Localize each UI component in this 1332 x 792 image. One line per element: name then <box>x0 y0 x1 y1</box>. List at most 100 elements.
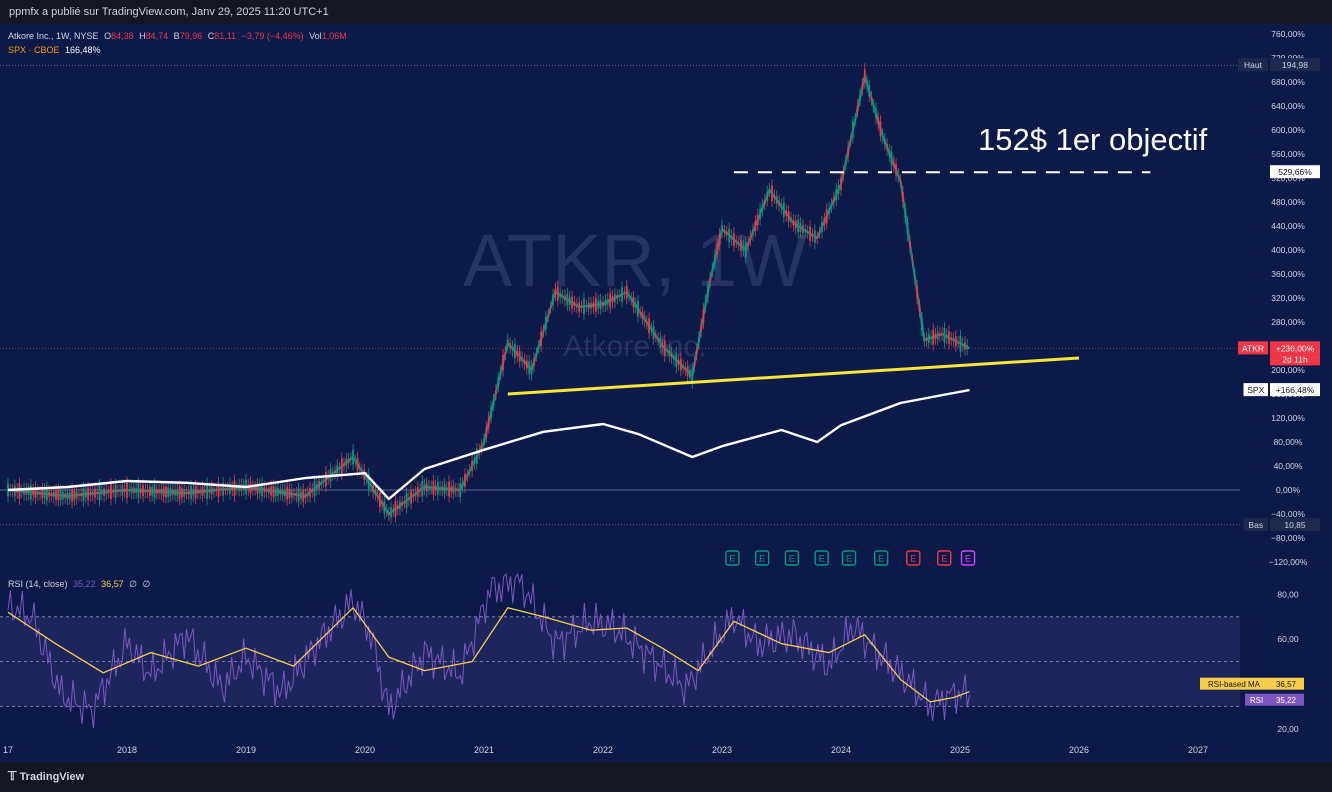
atkr-candle-body <box>20 490 23 493</box>
atkr-candle-body <box>110 484 112 499</box>
atkr-candle-body <box>932 329 935 345</box>
atkr-candle-body <box>272 485 275 497</box>
atkr-candle-body <box>439 486 442 490</box>
atkr-candle-body <box>261 482 263 497</box>
earnings-marker <box>814 550 829 566</box>
atkr-candle-body <box>792 220 795 226</box>
x-tick-label: 17 <box>3 745 13 755</box>
atkr-candle-body <box>540 331 543 346</box>
atkr-candle-body <box>190 486 192 499</box>
atkr-candle-body <box>263 487 266 493</box>
atkr-candle-body <box>139 488 142 494</box>
atkr-candle-body <box>306 492 309 497</box>
atkr-candle-body <box>396 505 399 509</box>
earnings-marker <box>754 550 770 566</box>
atkr-candle-body <box>137 483 140 498</box>
spx-tag-label-bg <box>1243 383 1268 397</box>
atkr-candle-body <box>966 344 969 350</box>
atkr-candle-body <box>254 487 257 490</box>
rsi-y-tick-label: 20,00 <box>1277 724 1299 734</box>
atkr-candle-body <box>130 487 133 494</box>
atkr-candle-body <box>428 485 430 489</box>
atkr-candle-body <box>473 458 476 464</box>
atkr-candle-body <box>934 333 937 339</box>
atkr-candle-body <box>888 149 891 156</box>
atkr-candle-body <box>504 351 507 355</box>
atkr-candle-body <box>566 293 569 306</box>
atkr-candle-body <box>578 302 581 312</box>
main-chart[interactable]: ATKR, 1W Atkore Inc. 152$ 1er objectif 7… <box>0 24 1332 570</box>
y-tick-label: 600,00% <box>1271 125 1305 135</box>
atkr-candle-body <box>695 349 698 355</box>
atkr-candle-body <box>775 196 778 204</box>
chart-frame[interactable]: ATKR, 1W Atkore Inc. 152$ 1er objectif 7… <box>0 24 1332 762</box>
earnings-marker-label: E <box>759 554 765 564</box>
earnings-marker-label: E <box>965 554 971 564</box>
atkr-candle-body <box>913 274 916 279</box>
atkr-candle-body <box>419 489 421 492</box>
atkr-candle-body <box>318 480 320 489</box>
atkr-candle-body <box>943 328 946 343</box>
atkr-candle-body <box>881 134 884 138</box>
atkr-candle-body <box>235 487 238 489</box>
atkr-candle-body <box>630 298 633 300</box>
legend-b-label: B <box>173 31 180 41</box>
haut-tag-value: 194,98 <box>1282 60 1308 70</box>
atkr-candle-body <box>684 368 687 370</box>
atkr-candle-body <box>842 171 845 176</box>
atkr-candle-body <box>499 371 502 374</box>
atkr-candle-body <box>537 345 540 348</box>
atkr-candle-body <box>954 336 957 347</box>
atkr-candle-body <box>105 490 108 494</box>
atkr-candle-body <box>921 317 923 331</box>
atkr-candle-body <box>215 489 218 491</box>
atkr-candle-body <box>939 333 941 337</box>
atkr-candle-body <box>27 489 30 495</box>
atkr-candle-body <box>64 493 67 499</box>
atkr-candle-body <box>668 349 671 357</box>
time-axis[interactable]: 17 2018 2019 2020 2021 2022 2023 2024 2025 2026 20… <box>0 740 1332 762</box>
atkr-candle-body <box>813 230 816 243</box>
atkr-candle-body <box>385 509 388 511</box>
atkr-candle-body <box>286 486 289 500</box>
atkr-candle-body <box>677 360 680 365</box>
atkr-candle-body <box>224 488 227 490</box>
atkr-candle-body <box>713 255 716 265</box>
atkr-candle-body <box>730 235 733 240</box>
atkr-candle-body <box>62 491 64 500</box>
atkr-candle-body <box>336 465 339 475</box>
atkr-candle-body <box>265 488 268 492</box>
x-tick-label: 2022 <box>593 745 613 755</box>
atkr-candle-body <box>277 487 279 496</box>
atkr-candle-body <box>728 228 731 243</box>
atkr-candle-body <box>614 294 616 302</box>
atkr-candle-body <box>709 278 711 282</box>
earnings-marker <box>906 550 921 566</box>
atkr-candle-body <box>809 226 811 241</box>
atkr-candle-body <box>950 337 953 340</box>
target-annotation: 152$ 1er objectif <box>978 122 1208 157</box>
atkr-candle-body <box>89 491 92 496</box>
atkr-candle-body <box>639 312 642 314</box>
atkr-candle-body <box>327 475 330 480</box>
atkr-candle-body <box>436 481 439 495</box>
tradingview-logo[interactable]: 𝕋 TradingView <box>8 769 84 783</box>
atkr-countdown: 2d 11h <box>1282 354 1308 364</box>
atkr-candle-body <box>670 352 673 358</box>
legend-vol-value: 1,06M <box>321 31 347 41</box>
atkr-candle-body <box>412 494 415 497</box>
earnings-marker <box>841 550 857 566</box>
atkr-candle-body <box>41 488 44 499</box>
atkr-candle-body <box>911 259 914 262</box>
atkr-candle-body <box>654 335 657 337</box>
atkr-candle-body <box>686 366 689 377</box>
atkr-candle-body <box>363 469 366 480</box>
atkr-candle-body <box>57 489 60 501</box>
legend-h-label: H <box>139 31 146 41</box>
x-tick-label: 2018 <box>117 745 137 755</box>
atkr-candle-body <box>176 489 179 496</box>
y-tick-label: 680,00% <box>1271 77 1305 87</box>
atkr-candle-body <box>459 483 462 497</box>
atkr-candle-body <box>390 507 392 518</box>
